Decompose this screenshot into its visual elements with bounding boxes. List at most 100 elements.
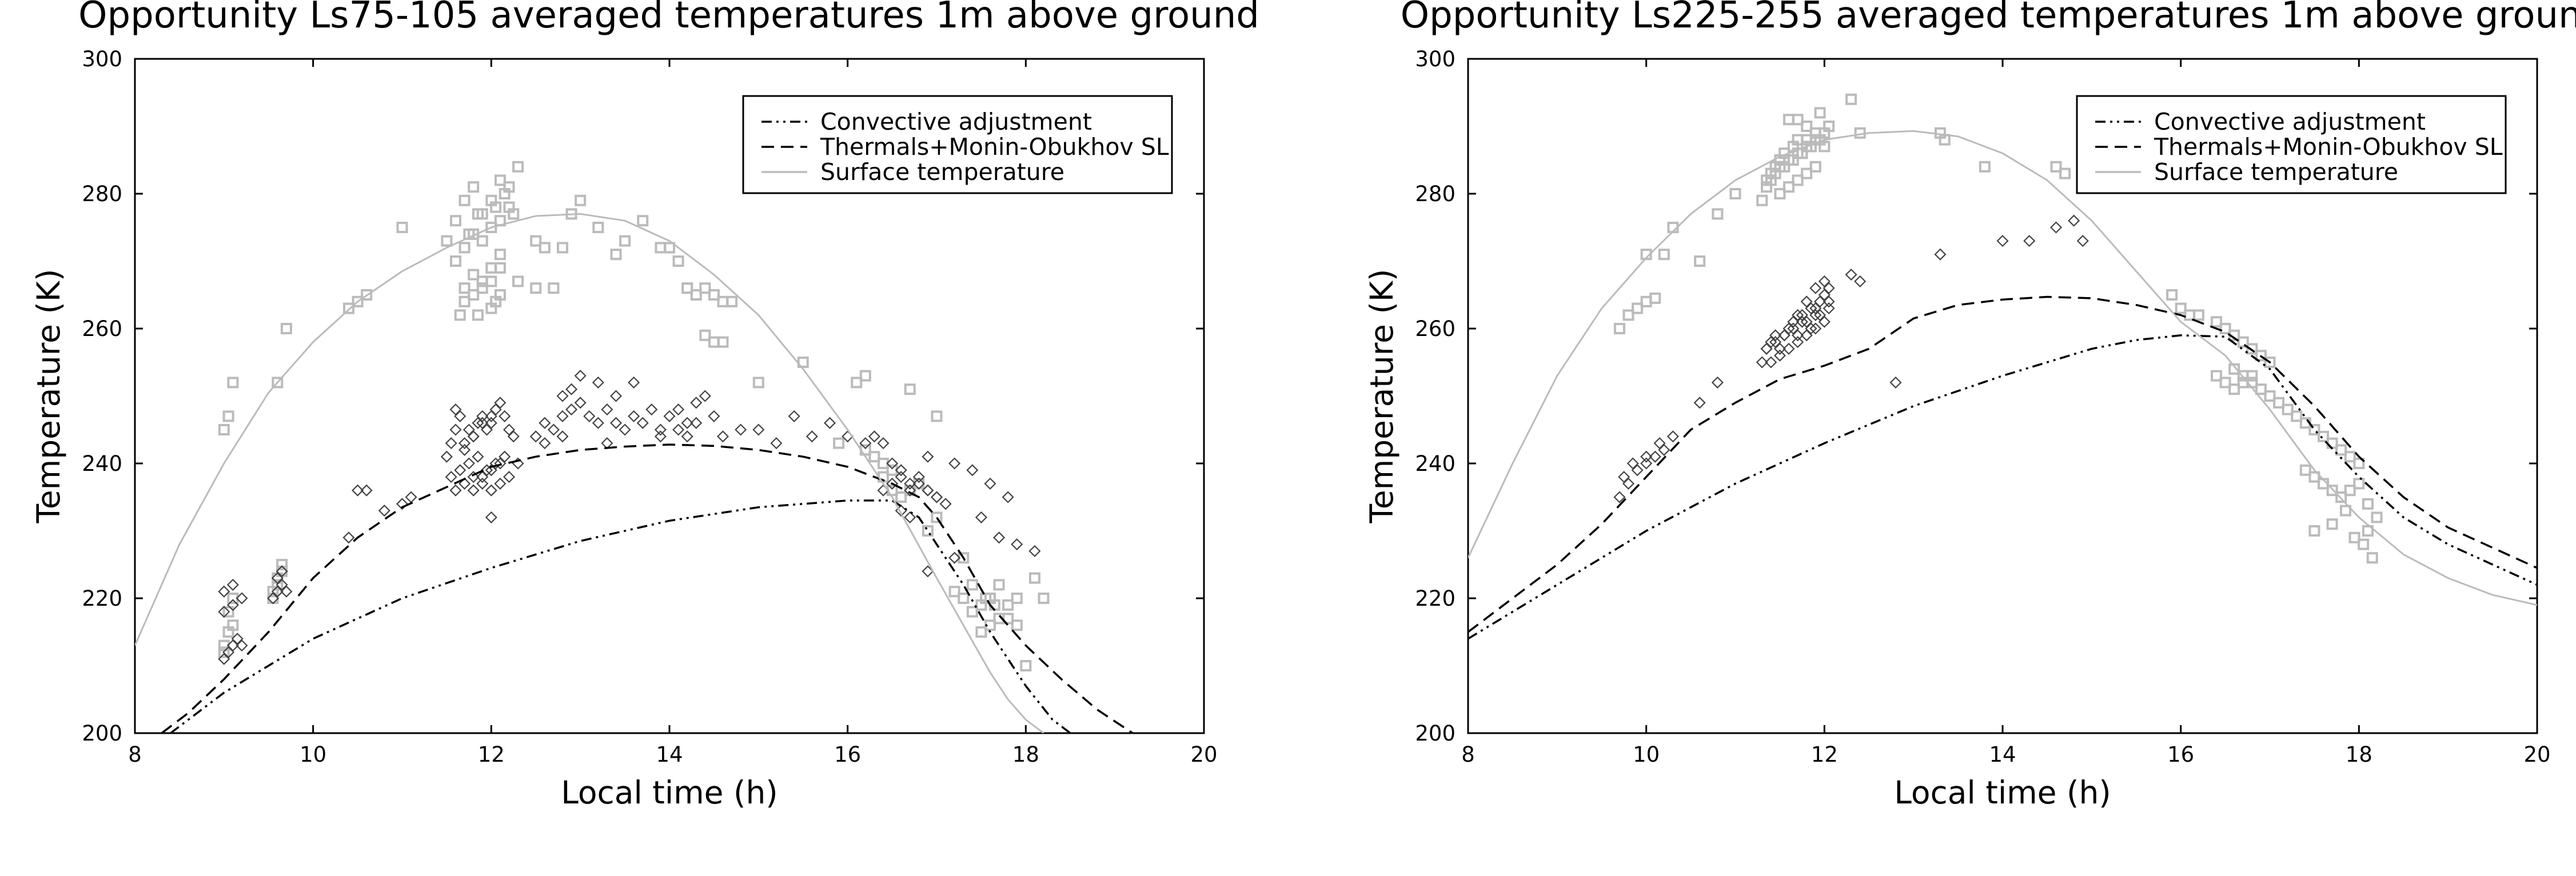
surface-observation-point bbox=[975, 626, 987, 638]
surface-observation-point bbox=[280, 323, 292, 334]
atmospheric-observation-point bbox=[539, 417, 551, 429]
x-tick-label: 8 bbox=[128, 742, 142, 767]
surface-observation-point bbox=[2308, 525, 2320, 537]
atmospheric-observation-point bbox=[583, 410, 596, 422]
atmospheric-observation-point bbox=[485, 464, 497, 477]
atmospheric-observation-point bbox=[565, 403, 578, 416]
atmospheric-observation-point bbox=[601, 403, 613, 416]
surface-observation-point bbox=[218, 646, 230, 658]
surface-observation-point bbox=[2326, 485, 2338, 497]
x-tick-label: 18 bbox=[1012, 742, 1039, 767]
thermals-mo-line bbox=[161, 443, 1134, 733]
atmospheric-observation-point bbox=[218, 653, 230, 665]
atmospheric-observation-point bbox=[1783, 342, 1795, 355]
atmospheric-observation-point bbox=[494, 477, 507, 490]
y-tick-label: 300 bbox=[82, 47, 122, 71]
atmospheric-observation-point bbox=[1796, 309, 1808, 321]
atmospheric-observation-point bbox=[1778, 329, 1791, 342]
surface-observation-point bbox=[396, 222, 408, 233]
surface-observation-point bbox=[1002, 599, 1014, 611]
atmospheric-observation-point bbox=[467, 430, 480, 443]
atmospheric-observation-point bbox=[462, 457, 475, 470]
convective-adjustment-line bbox=[1468, 334, 2537, 640]
surface-observation-point bbox=[343, 302, 354, 314]
atmospheric-observation-point bbox=[1805, 302, 1817, 315]
y-tick-label: 260 bbox=[1415, 317, 1456, 341]
atmospheric-observation-point bbox=[1640, 450, 1653, 463]
x-axis-label: Local time (h) bbox=[561, 774, 778, 811]
atmospheric-observation-point bbox=[476, 477, 489, 490]
surface-observation-point bbox=[468, 181, 480, 193]
surface-observation-point bbox=[1011, 593, 1023, 604]
surface-observation-point bbox=[494, 174, 506, 186]
surface-observation-point bbox=[530, 282, 542, 294]
surface-observation-point bbox=[1712, 208, 1724, 220]
atmospheric-observation-point bbox=[1813, 295, 1827, 308]
surface-observation-point bbox=[2211, 316, 2222, 328]
atmospheric-observation-point bbox=[735, 423, 747, 436]
y-axis-label: Temperature (K) bbox=[30, 269, 67, 524]
legend-label: Convective adjustment bbox=[2154, 108, 2426, 135]
surface-observation-point bbox=[468, 269, 480, 281]
atmospheric-observation-point bbox=[449, 403, 462, 416]
atmospheric-observation-point bbox=[1809, 309, 1822, 321]
surface-observation-point bbox=[2362, 525, 2374, 537]
atmospheric-observation-point bbox=[476, 417, 489, 429]
surface-observation-point bbox=[539, 242, 551, 254]
legend-label: Thermals+Monin-Obukhov SL bbox=[2154, 133, 2503, 161]
atmospheric-observation-point bbox=[904, 484, 916, 497]
atmospheric-observation-point bbox=[218, 585, 230, 598]
surface-observation-point bbox=[2264, 390, 2276, 402]
atmospheric-observation-series bbox=[218, 370, 1041, 665]
atmospheric-observation-point bbox=[993, 531, 1006, 544]
atmospheric-observation-point bbox=[592, 417, 604, 429]
surface-observation-point bbox=[2282, 403, 2294, 415]
atmospheric-observation-point bbox=[485, 484, 497, 497]
surface-observation-point bbox=[1792, 114, 1804, 126]
atmospheric-observation-point bbox=[236, 592, 248, 605]
atmospheric-observation-point bbox=[1800, 329, 1813, 342]
x-axis-label: Local time (h) bbox=[1894, 774, 2111, 811]
atmospheric-observation-point bbox=[930, 491, 943, 503]
atmospheric-observation-point bbox=[895, 471, 907, 483]
plot-area bbox=[1468, 93, 2537, 640]
surface-observation-point bbox=[463, 228, 475, 240]
surface-observation-point bbox=[948, 586, 960, 598]
atmospheric-observation-point bbox=[503, 471, 516, 483]
surface-observation-point bbox=[966, 606, 978, 618]
x-tick-label: 16 bbox=[834, 742, 861, 767]
atmospheric-observation-point bbox=[1773, 349, 1786, 362]
surface-observation-point bbox=[868, 451, 880, 463]
atmospheric-observation-point bbox=[480, 423, 493, 436]
atmospheric-observation-point bbox=[454, 410, 466, 422]
atmospheric-observation-point bbox=[226, 578, 239, 591]
surface-observation-point bbox=[548, 282, 560, 294]
surface-observation-point bbox=[699, 282, 711, 294]
surface-observation-point bbox=[490, 201, 502, 213]
surface-observation-point bbox=[1774, 188, 1786, 199]
surface-observation-point bbox=[2166, 289, 2178, 301]
atmospheric-observation-point bbox=[458, 437, 471, 450]
chart-title: Opportunity Ls75-105 averaged temperatur… bbox=[78, 0, 1259, 37]
surface-observation-point bbox=[472, 208, 484, 220]
atmospheric-observation-point bbox=[539, 437, 551, 450]
surface-observation-point bbox=[922, 525, 934, 537]
surface-observation-point bbox=[1809, 134, 1821, 146]
atmospheric-observation-point bbox=[472, 417, 484, 429]
surface-observation-point bbox=[476, 282, 488, 294]
atmospheric-observation-point bbox=[507, 430, 520, 443]
x-tick-label: 12 bbox=[1811, 742, 1838, 767]
atmospheric-observation-point bbox=[1631, 464, 1644, 477]
atmospheric-observation-point bbox=[378, 505, 390, 517]
surface-observation-point bbox=[494, 249, 506, 261]
surface-observation-point bbox=[2273, 397, 2285, 409]
atmospheric-observation-point bbox=[823, 417, 836, 429]
surface-observation-point bbox=[458, 295, 470, 307]
surface-temperature-line bbox=[135, 213, 1044, 733]
surface-observation-point bbox=[1819, 127, 1831, 139]
y-tick-label: 200 bbox=[1415, 721, 1456, 746]
surface-observation-point bbox=[1814, 107, 1826, 119]
surface-observation-point bbox=[672, 255, 684, 267]
atmospheric-observation-point bbox=[2023, 235, 2036, 247]
